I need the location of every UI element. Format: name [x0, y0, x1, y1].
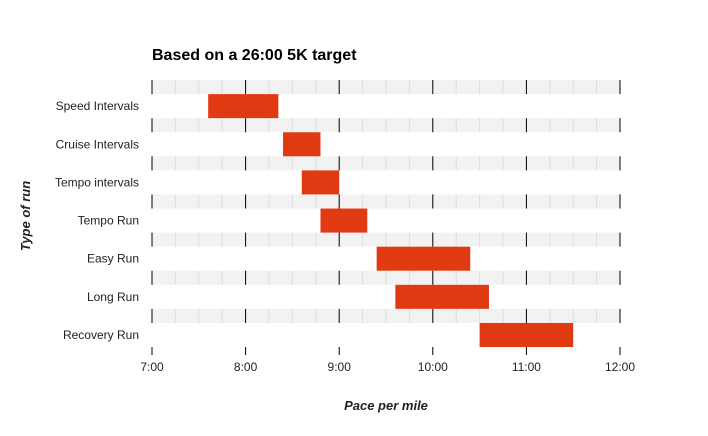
- category-label: Easy Run: [87, 252, 139, 266]
- plot-area: Speed Intervals Cruise Intervals Tempo int…: [55, 80, 635, 374]
- x-tick-label: 9:00: [328, 360, 352, 374]
- range-bar: [301, 170, 340, 195]
- range-bar: [320, 208, 368, 233]
- category-label: Long Run: [87, 290, 139, 304]
- range-bar: [208, 94, 279, 119]
- band: [152, 284, 620, 309]
- band: [152, 132, 620, 157]
- category-label: Speed Intervals: [56, 99, 139, 113]
- category-label: Recovery Run: [63, 328, 139, 342]
- category-label: Cruise Intervals: [56, 137, 139, 151]
- band: [152, 170, 620, 195]
- x-tick-label: 8:00: [234, 360, 258, 374]
- x-tick-label: 11:00: [512, 360, 541, 374]
- range-bar: [283, 132, 321, 157]
- x-axis-title: Pace per mile: [344, 398, 428, 413]
- category-label: Tempo Run: [78, 214, 139, 228]
- x-tick-label: 12:00: [605, 360, 635, 374]
- chart-title: Based on a 26:00 5K target: [152, 47, 357, 64]
- band: [152, 208, 620, 233]
- range-bar: [479, 322, 574, 347]
- category-label: Tempo intervals: [55, 175, 139, 189]
- x-tick-label: 10:00: [418, 360, 448, 374]
- range-bar: [376, 246, 471, 271]
- x-tick-label: 7:00: [140, 360, 164, 374]
- range-bar: [395, 284, 489, 309]
- y-axis-title: Type of run: [18, 181, 33, 251]
